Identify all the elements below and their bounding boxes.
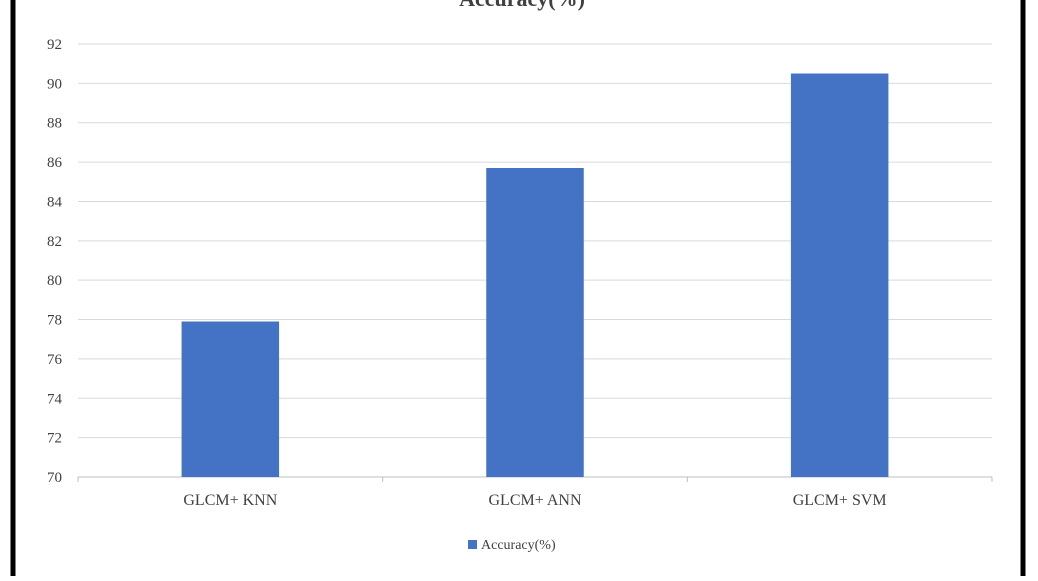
y-tick-label: 82 (47, 234, 62, 250)
y-axis-ticks: 70 72 74 76 78 80 82 84 86 88 90 92 (47, 37, 63, 486)
y-tick-label: 84 (47, 194, 63, 210)
bar-glcm-knn (181, 321, 280, 477)
bar-glcm-svm (790, 73, 889, 477)
chart-title: Accuracy(%) (459, 0, 585, 11)
legend-swatch (468, 540, 477, 549)
y-tick-label: 92 (47, 37, 62, 53)
x-tick-label: GLCM+ ANN (488, 492, 581, 509)
y-tick-label: 88 (47, 116, 62, 132)
bar-glcm-ann (486, 167, 584, 477)
y-tick-label: 80 (47, 273, 62, 289)
y-tick-label: 70 (47, 470, 62, 486)
x-axis-ticks: GLCM+ KNN GLCM+ ANN GLCM+ SVM (183, 492, 886, 509)
y-tick-label: 86 (47, 155, 63, 171)
legend-label: Accuracy(%) (481, 538, 556, 553)
y-tick-label: 76 (47, 352, 63, 368)
x-tick-label: GLCM+ KNN (183, 492, 277, 509)
y-tick-label: 78 (47, 313, 62, 329)
x-tick-label: GLCM+ SVM (793, 492, 887, 509)
legend: Accuracy(%) (468, 538, 556, 553)
y-tick-label: 74 (47, 391, 63, 407)
y-tick-label: 90 (47, 76, 62, 92)
bars (181, 73, 889, 477)
y-tick-label: 72 (47, 431, 62, 447)
